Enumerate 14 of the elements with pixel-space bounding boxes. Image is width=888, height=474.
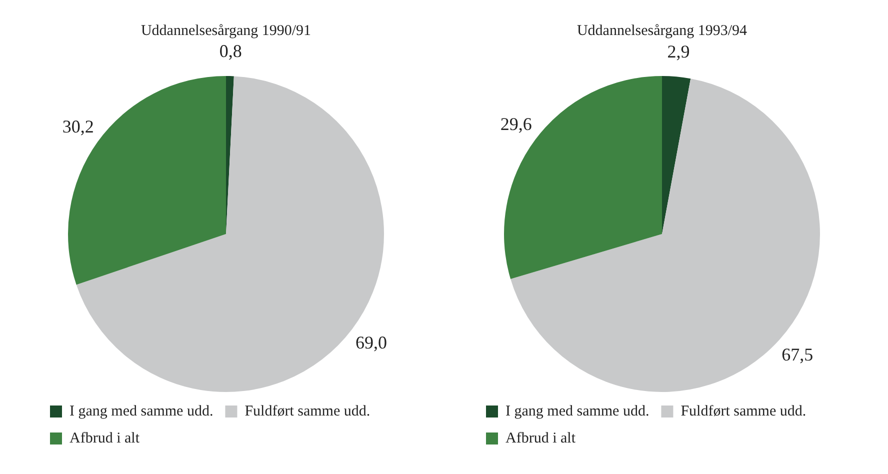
data-label: 29,6 [500,114,532,134]
data-label: 67,5 [782,344,814,364]
data-label: 30,2 [62,116,94,137]
legend-label: Afbrud i alt [70,430,140,446]
chart-title: Uddannelsesårgang 1993/94 [576,22,748,39]
legend-label: Fuldført samme udd. [680,403,806,420]
chart-title: Uddannelsesårgang 1990/91 [140,22,312,39]
legend-label: Fuldført samme udd. [244,403,370,420]
legend-label: I gang med samme udd. [506,403,650,420]
data-label: 0,8 [219,40,242,61]
legend-label: I gang med samme udd. [70,403,214,420]
data-label: 69,0 [355,332,387,352]
data-label: 2,9 [667,41,690,62]
legend-label: Afbrud i alt [506,430,576,446]
